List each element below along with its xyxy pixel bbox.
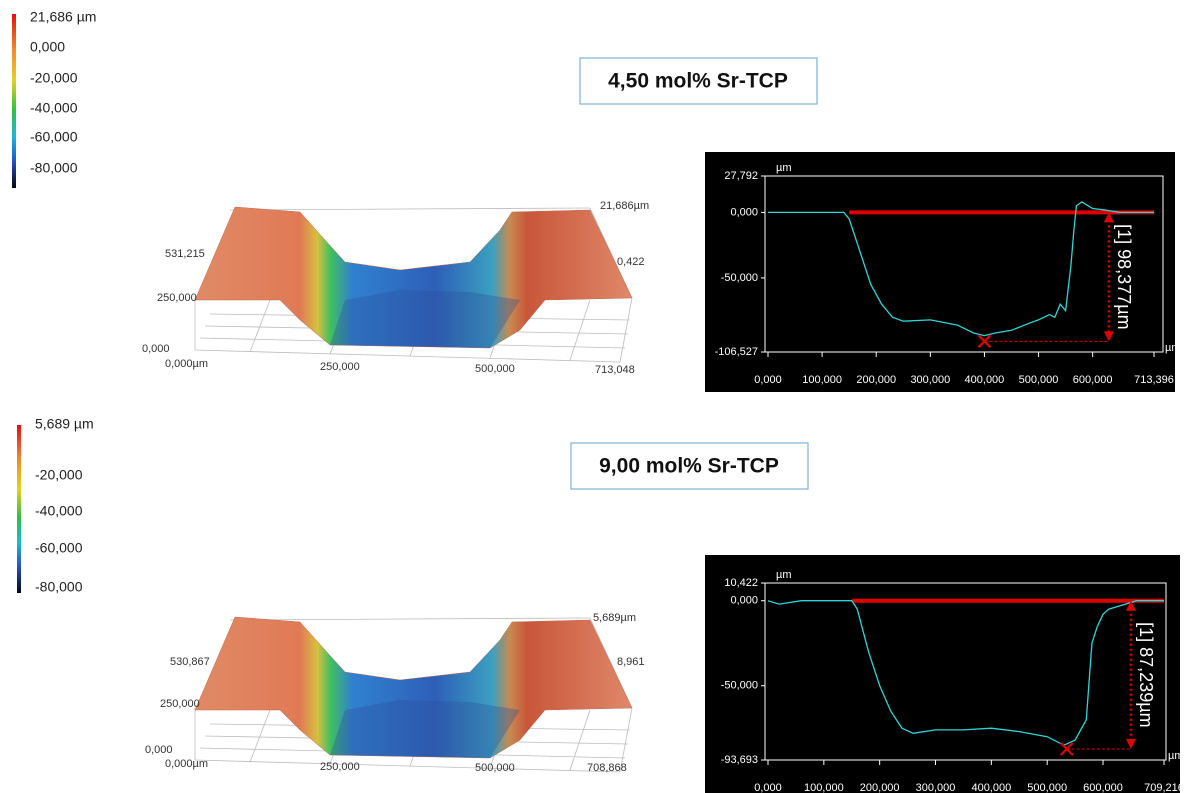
x-tick-label: 400,000 <box>965 374 1005 386</box>
surface-3d <box>194 206 633 363</box>
profile-background <box>705 555 1180 793</box>
title-box <box>570 442 809 490</box>
arrow-head <box>1103 331 1114 342</box>
x-tick-label: 600,000 <box>1073 374 1113 386</box>
surface-label: 708,868 <box>587 762 627 774</box>
y-tick-label: 0,000 <box>730 206 758 218</box>
profile-line <box>768 201 1154 337</box>
y-tick-label: -50,000 <box>721 680 758 692</box>
surface-label: 250,000 <box>320 761 360 773</box>
min-marker <box>977 334 992 349</box>
profile-background <box>705 152 1175 392</box>
colorbar <box>12 14 16 188</box>
colorbar-label: -80,000 <box>35 579 83 595</box>
colorbar-label: -20,000 <box>35 467 83 483</box>
x-tick-label: 500,000 <box>1019 374 1059 386</box>
panel-title: 4,50 mol% Sr-TCP <box>608 70 788 93</box>
colorbar-label: 21,686 µm <box>30 9 96 25</box>
x-tick-label: 400,000 <box>971 782 1011 793</box>
arrow-head <box>1103 212 1114 223</box>
surface-label: 250,000 <box>160 698 200 710</box>
x-tick-label: 0,000 <box>754 782 782 793</box>
x-unit: µm <box>1168 750 1184 762</box>
arrow-head <box>1125 739 1136 750</box>
surface-label: 500,000 <box>475 762 515 774</box>
profile-line <box>767 600 1164 746</box>
surface-label: 0,000µm <box>165 358 208 370</box>
x-tick-label: 100,000 <box>804 782 844 793</box>
y-tick-label: -50,000 <box>721 272 758 284</box>
x-tick-label: 0,000 <box>754 374 782 386</box>
y-tick-label: 0,000 <box>730 595 758 607</box>
surface-label: 500,000 <box>475 363 515 375</box>
colorbar-label: -60,000 <box>35 540 83 556</box>
colorbar-label: 0,000 <box>30 39 65 55</box>
surface-label: 713,048 <box>595 364 635 376</box>
x-tick-label: 713,396 <box>1134 374 1174 386</box>
panel-title: 9,00 mol% Sr-TCP <box>599 455 779 478</box>
x-unit: µm <box>1165 342 1181 354</box>
arrow-head <box>1125 600 1136 611</box>
y-tick-label: 27,792 <box>724 170 758 182</box>
surface-label: 0,422 <box>617 256 645 268</box>
x-tick-label: 600,000 <box>1083 782 1123 793</box>
y-tick-label: -106,527 <box>715 346 758 358</box>
surface-label: 8,961 <box>617 656 645 668</box>
y-tick-label: 10,422 <box>724 577 758 589</box>
depth-label: [1] 98,377µm <box>1114 224 1134 329</box>
x-tick-label: 300,000 <box>916 782 956 793</box>
surface-label: 531,215 <box>165 248 205 260</box>
colorbar-label: -20,000 <box>30 70 78 86</box>
min-marker <box>1059 742 1074 756</box>
y-unit: µm <box>776 162 792 174</box>
title-box <box>579 57 818 105</box>
x-tick-label: 200,000 <box>860 782 900 793</box>
surface-3d <box>194 616 633 773</box>
surface-label: 0,000 <box>145 744 173 756</box>
x-tick-label: 200,000 <box>856 374 896 386</box>
surface-label: 5,689µm <box>593 612 636 624</box>
colorbar <box>17 425 21 593</box>
colorbar-label: -40,000 <box>30 100 78 116</box>
y-tick-label: -93,693 <box>721 754 758 766</box>
surface-label: 0,000µm <box>165 758 208 770</box>
colorbar-label: 5,689 µm <box>35 416 94 432</box>
x-tick-label: 100,000 <box>802 374 842 386</box>
x-tick-label: 300,000 <box>910 374 950 386</box>
depth-label: [1] 87,239µm <box>1136 622 1156 727</box>
surface-label: 250,000 <box>320 361 360 373</box>
colorbar-label: -60,000 <box>30 129 78 145</box>
colorbar-label: -80,000 <box>30 160 78 176</box>
x-tick-label: 500,000 <box>1027 782 1067 793</box>
surface-label: 250,000 <box>157 292 197 304</box>
surface-label: 530,867 <box>170 656 210 668</box>
plot-frame <box>764 175 1164 353</box>
x-tick-label: 709,216 <box>1144 782 1184 793</box>
colorbar-label: -40,000 <box>35 503 83 519</box>
y-unit: µm <box>776 569 792 581</box>
surface-label: 21,686µm <box>600 200 649 212</box>
plot-frame <box>764 582 1167 761</box>
profiles: µm µm 27,792 0,000 -50,000 -106,527 0,000 100,0… <box>705 152 1184 793</box>
surface-label: 0,000 <box>142 343 170 355</box>
